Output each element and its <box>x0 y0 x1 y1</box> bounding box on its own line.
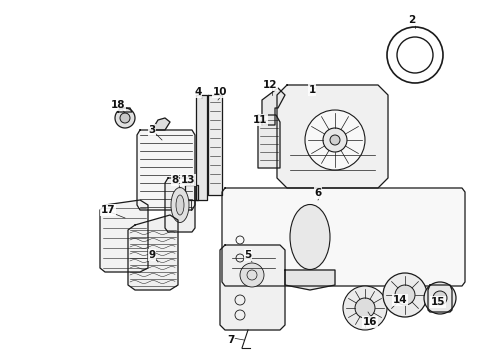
Text: 8: 8 <box>172 175 179 185</box>
Text: 6: 6 <box>315 188 321 198</box>
Text: 10: 10 <box>213 87 227 97</box>
Text: 1: 1 <box>308 85 316 95</box>
Polygon shape <box>220 245 285 330</box>
Text: 15: 15 <box>431 297 445 307</box>
Circle shape <box>383 273 427 317</box>
Polygon shape <box>222 188 465 286</box>
Circle shape <box>424 282 456 314</box>
Polygon shape <box>100 200 148 272</box>
Text: 16: 16 <box>363 317 377 327</box>
Text: 14: 14 <box>392 295 407 305</box>
Polygon shape <box>155 118 170 130</box>
Polygon shape <box>118 108 132 112</box>
Ellipse shape <box>171 188 189 222</box>
Polygon shape <box>258 115 280 168</box>
Text: 12: 12 <box>263 80 277 90</box>
Text: 2: 2 <box>408 15 416 25</box>
Circle shape <box>343 286 387 330</box>
Text: 9: 9 <box>148 250 155 260</box>
Text: 3: 3 <box>148 125 156 135</box>
Circle shape <box>330 135 340 145</box>
Polygon shape <box>185 185 198 200</box>
Circle shape <box>355 298 375 318</box>
Circle shape <box>323 128 347 152</box>
Polygon shape <box>277 85 388 188</box>
Circle shape <box>433 291 447 305</box>
Circle shape <box>120 113 130 123</box>
Circle shape <box>240 263 264 287</box>
Text: 4: 4 <box>195 87 202 97</box>
Polygon shape <box>165 178 195 232</box>
Text: 18: 18 <box>111 100 125 110</box>
Text: 11: 11 <box>253 115 267 125</box>
Polygon shape <box>285 270 335 290</box>
Text: 5: 5 <box>245 250 252 260</box>
Polygon shape <box>262 88 285 125</box>
Text: 13: 13 <box>181 175 195 185</box>
Polygon shape <box>208 95 222 195</box>
Text: 7: 7 <box>227 335 235 345</box>
Ellipse shape <box>176 195 184 215</box>
Circle shape <box>305 110 365 170</box>
Circle shape <box>395 285 415 305</box>
Polygon shape <box>128 215 178 290</box>
Ellipse shape <box>290 204 330 270</box>
Polygon shape <box>428 285 452 312</box>
Polygon shape <box>137 130 195 210</box>
Text: 17: 17 <box>100 205 115 215</box>
Polygon shape <box>196 95 207 200</box>
Circle shape <box>115 108 135 128</box>
